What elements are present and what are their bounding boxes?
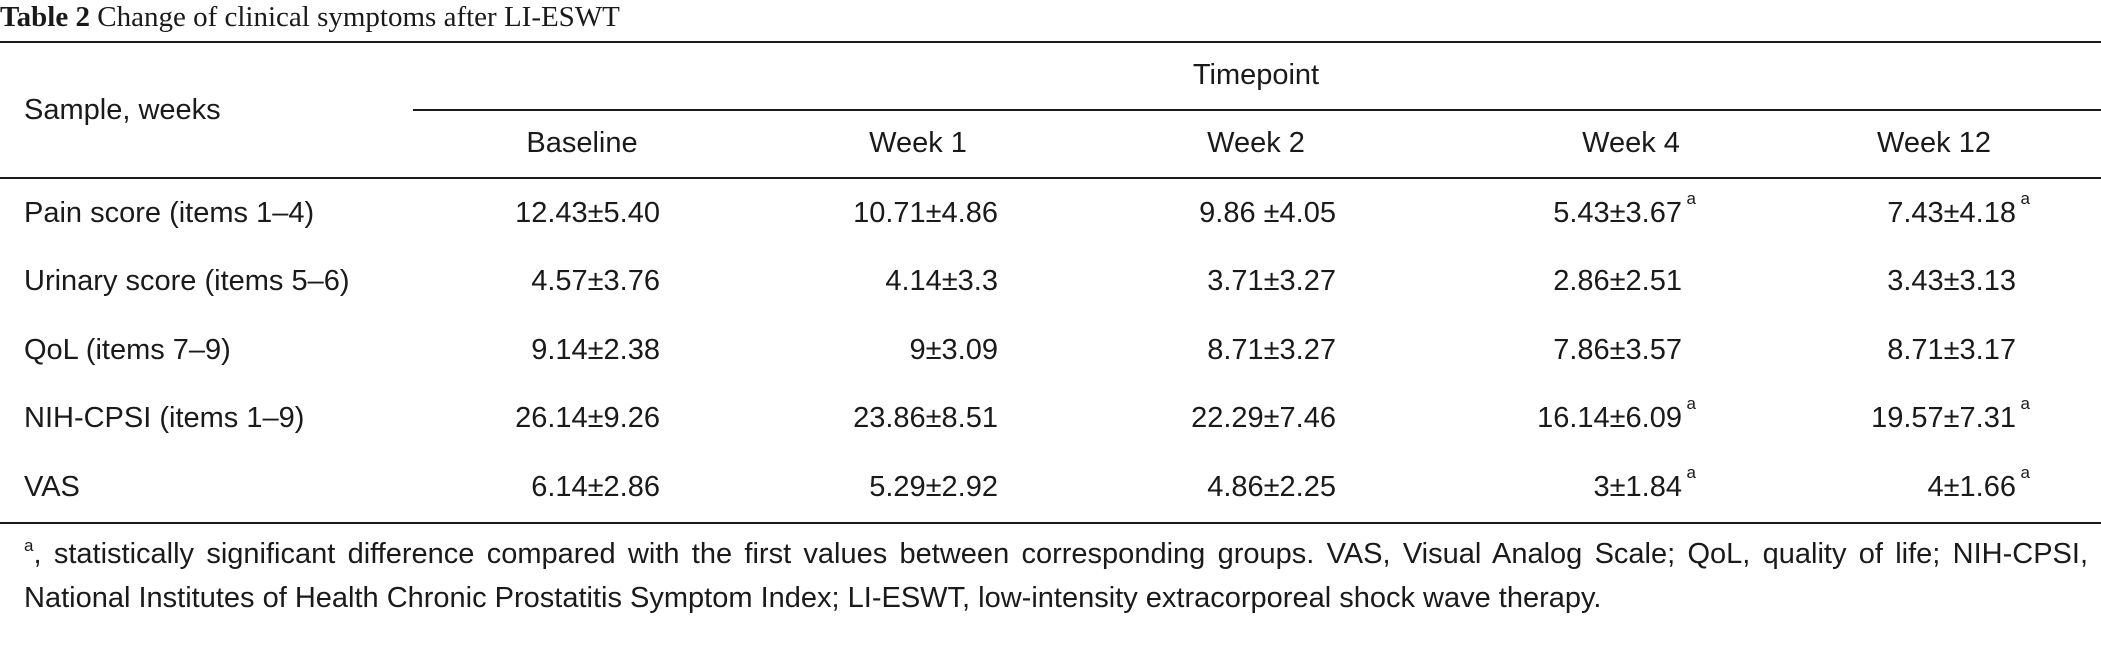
cell-value: 7.43±4.18 <box>1887 197 2016 229</box>
cell-value: 23.86±8.51 <box>853 402 998 434</box>
column-header: Week 2 <box>1207 127 1305 159</box>
cell-value: 9±3.09 <box>909 334 999 366</box>
table-cell: 23.86±8.51 <box>853 401 998 435</box>
group-header-timepoint: Timepoint <box>1192 59 1320 91</box>
table-cell: 10.71±4.86 <box>853 196 998 230</box>
cell-value: 4±1.66 <box>1927 471 2017 503</box>
significance-marker: a <box>1686 189 1696 208</box>
table-cell: 4.14±3.3 <box>885 264 998 298</box>
table-cell: 3.71±3.27 <box>1207 264 1336 298</box>
cell-value: 2.86±2.51 <box>1553 265 1682 297</box>
footnote-marker: a <box>24 536 34 555</box>
row-label: QoL (items 7–9) <box>24 334 231 366</box>
row-label: Urinary score (items 5–6) <box>24 265 350 297</box>
cell-value: 5.43±3.67 <box>1553 197 1682 229</box>
cell-value: 26.14±9.26 <box>515 402 660 434</box>
bottom-rule <box>0 522 2101 524</box>
table-cell: 8.71±3.27 <box>1207 333 1336 367</box>
table-cell: 16.14±6.09 a <box>1537 395 1696 435</box>
table-cell: 9.86 ±4.05 <box>1199 196 1336 230</box>
column-header: Baseline <box>526 127 638 159</box>
table-cell: 12.43±5.40 <box>515 196 660 230</box>
cell-value: 4.14±3.3 <box>885 265 998 297</box>
significance-marker: a <box>2020 463 2030 482</box>
table-cell: 26.14±9.26 <box>515 401 660 435</box>
cell-value: 12.43±5.40 <box>515 197 660 229</box>
cell-value: 9.86 ±4.05 <box>1199 197 1336 229</box>
cell-value: 22.29±7.46 <box>1191 402 1336 434</box>
column-header: Week 4 <box>1582 127 1680 159</box>
cell-value: 6.14±2.86 <box>531 471 660 503</box>
row-header: Sample, weeks <box>24 94 221 126</box>
table-cell: 5.29±2.92 <box>869 470 998 504</box>
cell-value: 19.57±7.31 <box>1871 402 2016 434</box>
cell-value: 3.43±3.13 <box>1887 265 2016 297</box>
cell-value: 16.14±6.09 <box>1537 402 1682 434</box>
cell-value: 3.71±3.27 <box>1207 265 1336 297</box>
table-caption: Table 2 Change of clinical symptoms afte… <box>0 0 620 34</box>
table-cell: 3±1.84 a <box>1593 464 1697 504</box>
table-footnote: a, statistically significant difference … <box>24 532 2088 620</box>
cell-value: 3±1.84 <box>1593 471 1683 503</box>
table-cell: 5.43±3.67 a <box>1553 190 1696 230</box>
footnote-text: , statistically significant difference c… <box>24 538 2088 614</box>
table-cell: 7.43±4.18 a <box>1887 190 2030 230</box>
table-cell: 4.86±2.25 <box>1207 470 1336 504</box>
header-rule <box>0 177 2101 179</box>
significance-marker: a <box>1686 394 1696 413</box>
table-cell: 9.14±2.38 <box>531 333 660 367</box>
table-cell: 22.29±7.46 <box>1191 401 1336 435</box>
cell-value: 8.71±3.17 <box>1887 334 2016 366</box>
cell-value: 4.57±3.76 <box>531 265 660 297</box>
table-cell: 6.14±2.86 <box>531 470 660 504</box>
significance-marker: a <box>2020 189 2030 208</box>
cell-value: 4.86±2.25 <box>1207 471 1336 503</box>
significance-marker: a <box>2020 394 2030 413</box>
cell-value: 10.71±4.86 <box>853 197 998 229</box>
timepoint-rule <box>413 109 2101 111</box>
table-cell: 3.43±3.13 <box>1887 264 2016 298</box>
row-label: Pain score (items 1–4) <box>24 197 315 229</box>
table-cell: 4.57±3.76 <box>531 264 660 298</box>
table-cell: 9±3.09 <box>910 333 999 367</box>
table-cell: 7.86±3.57 <box>1553 333 1682 367</box>
column-header: Week 1 <box>869 127 967 159</box>
table-cell: 4±1.66 a <box>1927 464 2031 504</box>
cell-value: 5.29±2.92 <box>869 471 998 503</box>
significance-marker: a <box>1686 463 1696 482</box>
table-cell: 8.71±3.17 <box>1887 333 2016 367</box>
caption-label: Table 2 <box>0 1 90 33</box>
cell-value: 7.86±3.57 <box>1553 334 1682 366</box>
row-label: NIH-CPSI (items 1–9) <box>24 402 305 434</box>
column-header: Week 12 <box>1877 127 1991 159</box>
table-cell: 19.57±7.31 a <box>1871 395 2030 435</box>
table-cell: 2.86±2.51 <box>1553 264 1682 298</box>
caption-title: Change of clinical symptoms after LI-ESW… <box>97 1 620 33</box>
row-label: VAS <box>24 471 80 503</box>
cell-value: 9.14±2.38 <box>531 334 660 366</box>
top-rule <box>0 41 2101 43</box>
cell-value: 8.71±3.27 <box>1207 334 1336 366</box>
